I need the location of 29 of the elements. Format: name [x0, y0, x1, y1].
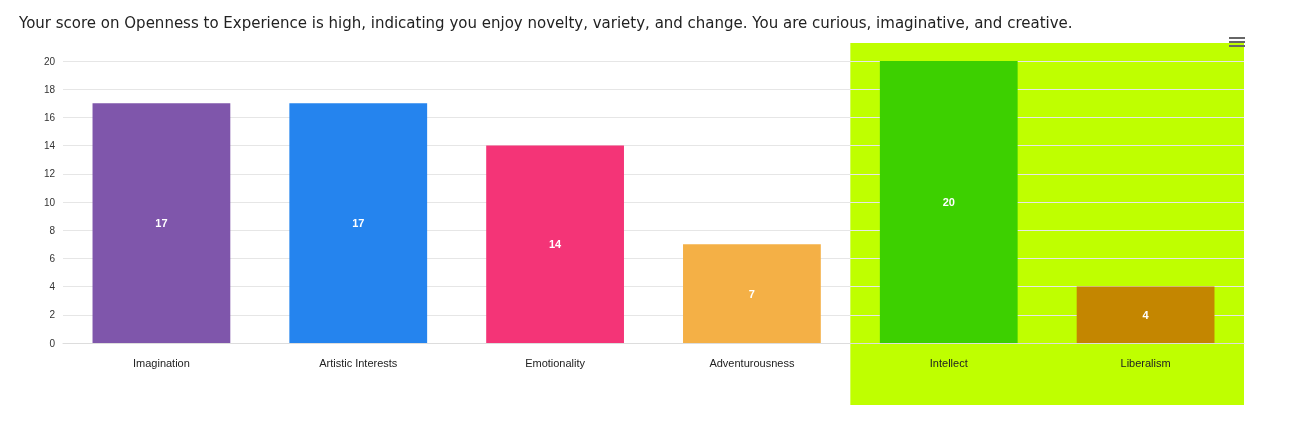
- y-tick-label: 16: [43, 111, 56, 123]
- y-tick-label: 10: [43, 196, 56, 208]
- chart-title: Your score on Openness to Experience is high, indicating you enjoy novelty, variety, and change. You are curious, imaginative, and creative.: [18, 13, 1073, 32]
- bar: [289, 103, 428, 343]
- data-label: 4: [1142, 308, 1150, 321]
- data-label: 7: [748, 287, 755, 300]
- y-tick-label: 6: [49, 252, 56, 264]
- y-tick-label: 8: [49, 224, 56, 236]
- bar: [486, 145, 624, 343]
- x-tick-label: Emotionality: [525, 356, 586, 369]
- x-tick-label: Artistic Interests: [319, 356, 398, 369]
- data-label: 14: [548, 238, 563, 251]
- x-tick-label: Imagination: [132, 356, 190, 369]
- x-tick-label: Adventurousness: [709, 356, 795, 369]
- y-tick-label: 4: [49, 281, 56, 293]
- data-label: 20: [942, 196, 955, 208]
- y-tick-label: 12: [43, 168, 56, 180]
- bar: [92, 103, 231, 343]
- data-label: 17: [155, 217, 168, 230]
- bar: [683, 244, 821, 343]
- y-tick-label: 18: [43, 83, 56, 95]
- bar: [1076, 286, 1215, 343]
- y-tick-label: 14: [43, 140, 56, 152]
- y-tick-label: 20: [43, 55, 56, 67]
- x-tick-label: Liberalism: [1120, 356, 1171, 369]
- y-tick-label: 0: [49, 337, 56, 349]
- x-tick-label: Intellect: [929, 356, 968, 369]
- y-tick-label: 2: [49, 309, 56, 321]
- data-label: 17: [352, 217, 365, 230]
